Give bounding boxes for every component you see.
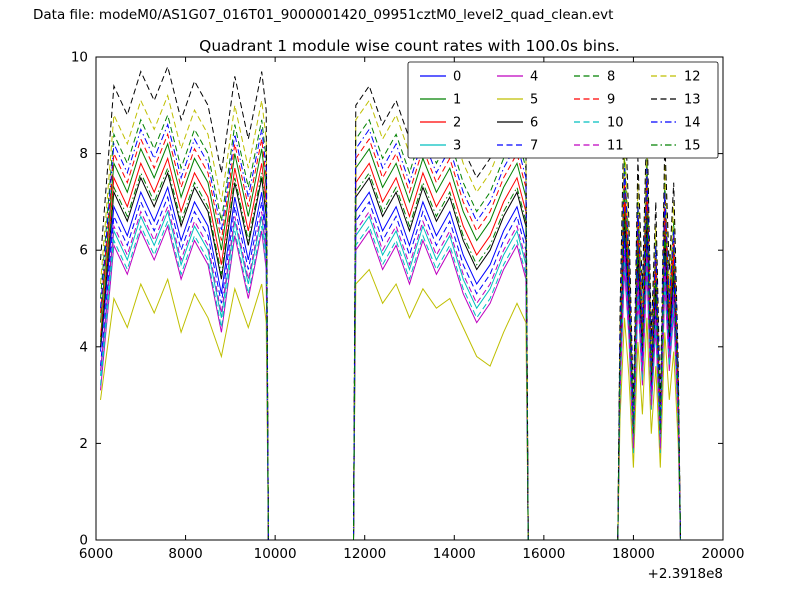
chart-title: Quadrant 1 module wise count rates with … — [199, 37, 620, 55]
legend-label-9: 9 — [607, 93, 615, 108]
x-tick-label: 20000 — [702, 546, 745, 562]
x-tick-label: 12000 — [343, 546, 386, 562]
legend-label-13: 13 — [684, 93, 701, 108]
legend-label-0: 0 — [453, 70, 461, 85]
legend-box — [407, 61, 719, 159]
y-tick-label: 6 — [79, 243, 88, 259]
legend-label-6: 6 — [530, 116, 538, 131]
series-line-10 — [100, 219, 681, 541]
legend-label-1: 1 — [453, 93, 461, 108]
series-line-13 — [100, 65, 681, 541]
series-line-7 — [100, 195, 681, 541]
legend-label-8: 8 — [607, 70, 615, 85]
y-tick-label: 8 — [79, 146, 88, 162]
legend-label-7: 7 — [530, 139, 538, 154]
legend-label-10: 10 — [607, 116, 624, 131]
y-tick-label: 4 — [79, 339, 88, 355]
x-axis-offset-label: +2.3918e8 — [648, 566, 723, 582]
x-tick-label: 8000 — [168, 546, 202, 562]
series-line-6 — [100, 171, 681, 541]
legend-label-4: 4 — [530, 70, 538, 85]
legend-label-15: 15 — [684, 139, 701, 154]
x-tick-label: 18000 — [612, 546, 655, 562]
data-file-label: Data file: modeM0/AS1G07_016T01_90000014… — [33, 7, 614, 23]
x-tick-label: 6000 — [79, 546, 113, 562]
legend-label-2: 2 — [453, 116, 461, 131]
series-line-2 — [100, 156, 681, 541]
legend-label-11: 11 — [607, 139, 624, 154]
x-tick-label: 16000 — [522, 546, 565, 562]
legend-label-14: 14 — [684, 116, 701, 131]
x-tick-label: 10000 — [254, 546, 297, 562]
y-tick-label: 2 — [79, 436, 88, 452]
plot-frame — [95, 56, 724, 541]
series-line-12 — [100, 93, 681, 541]
series-line-5 — [100, 268, 681, 541]
legend-label-3: 3 — [453, 139, 461, 154]
x-tick-label: 14000 — [433, 546, 476, 562]
legend-label-12: 12 — [684, 70, 701, 85]
legend-label-5: 5 — [530, 93, 538, 108]
y-tick-label: 10 — [71, 50, 88, 66]
y-tick-label: 0 — [79, 533, 88, 549]
series-line-9 — [100, 132, 681, 541]
series-line-15 — [100, 166, 681, 541]
series-line-4 — [100, 224, 681, 541]
